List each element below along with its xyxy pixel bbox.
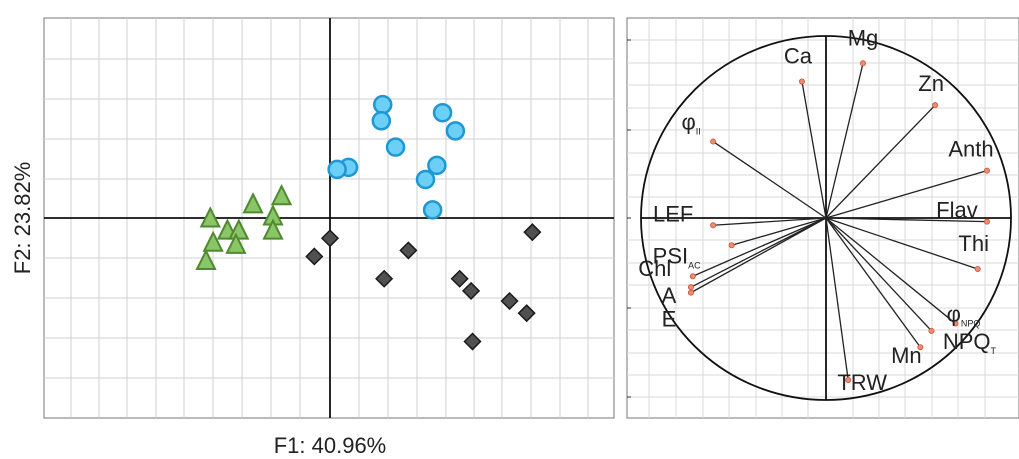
score-plot-points (195, 94, 542, 351)
variable-label: A (662, 283, 677, 308)
variable-label: φNPQ (947, 302, 981, 329)
variable-vector (825, 104, 936, 219)
score-plot: F1: 40.96% F2: 23.82% (10, 17, 615, 458)
variable-label: Thi (958, 231, 989, 256)
variable-label: E (662, 307, 677, 332)
variable-point (689, 273, 696, 280)
variable-point (974, 265, 981, 272)
triangle-point (199, 206, 221, 228)
y-axis-title: F2: 23.82% (10, 162, 35, 275)
variable-vector (713, 217, 827, 226)
variable-label: Ca (784, 44, 813, 69)
diamond-point (517, 304, 536, 323)
variable-label: Flav (936, 198, 978, 223)
triangle-point (270, 183, 293, 206)
variable-vector (825, 217, 921, 348)
diamond-point (305, 247, 324, 266)
correlation-plot-ticks (627, 39, 631, 398)
x-axis-title: F1: 40.96% (274, 433, 387, 458)
triangle-point (225, 232, 247, 254)
variable-vector (825, 217, 978, 270)
variable-label: φII (682, 110, 701, 137)
circle-point (372, 94, 393, 115)
variable-point (932, 102, 939, 109)
triangle-point (262, 218, 284, 240)
triangle-point (242, 192, 264, 214)
circle-point (415, 169, 436, 190)
variable-label: Mn (891, 343, 922, 368)
variable-vector (825, 170, 988, 219)
circle-point (445, 121, 466, 141)
variable-vector (825, 63, 864, 219)
variable-point (798, 78, 805, 85)
variable-vector (825, 217, 849, 381)
circle-point (427, 155, 447, 176)
triangle-point (202, 230, 224, 252)
variable-label: Chl (638, 256, 671, 281)
variable-vector (731, 217, 827, 246)
variable-point (687, 284, 694, 291)
variable-point (845, 376, 852, 383)
circle-point (432, 102, 453, 123)
circle-point (422, 200, 443, 220)
variable-label: Mg (848, 25, 879, 50)
variable-point (710, 222, 717, 229)
variable-vector (825, 217, 956, 325)
variable-point (928, 327, 935, 334)
diamond-point (320, 229, 340, 248)
variable-label: TRW (837, 370, 887, 395)
variable-vector (825, 217, 987, 223)
variable-point (952, 320, 959, 327)
variable-vector (690, 217, 827, 288)
diamond-point (523, 223, 542, 242)
circle-point (371, 111, 392, 131)
circle-point (385, 137, 406, 157)
diamond-point (500, 291, 519, 311)
variable-vector (690, 217, 827, 294)
variable-point (860, 60, 867, 67)
diamond-point (462, 281, 481, 300)
diamond-point (450, 269, 469, 288)
variable-point (917, 344, 924, 351)
variable-point (983, 167, 990, 174)
triangle-point (195, 248, 217, 271)
diamond-point (463, 332, 482, 351)
diamond-point (399, 241, 418, 260)
variable-label: Zn (918, 71, 944, 96)
variable-point (710, 138, 717, 145)
circle-point (327, 159, 347, 180)
variable-vector (712, 141, 827, 219)
variable-point (687, 289, 694, 296)
variable-label: NPQT (943, 329, 997, 356)
variable-vector (801, 81, 827, 219)
variable-vector (692, 217, 827, 277)
variable-label: PSIAC (653, 243, 701, 270)
variable-label: LEF (653, 201, 693, 226)
diamond-point (375, 269, 394, 288)
variable-vector (825, 217, 932, 332)
variable-point (983, 218, 990, 225)
variable-point (728, 242, 735, 249)
variable-label: Anth (948, 137, 993, 162)
